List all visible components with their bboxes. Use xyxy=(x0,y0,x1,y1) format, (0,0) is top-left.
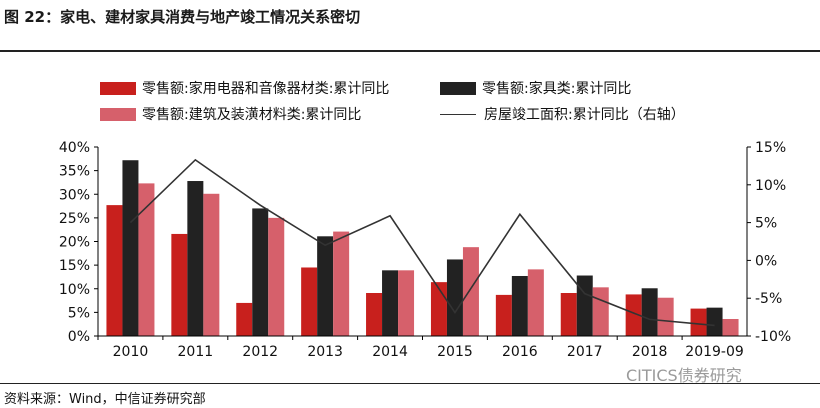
y-left-tick-label: 0% xyxy=(68,329,90,345)
bar-building-2015 xyxy=(462,247,479,336)
y-right-tick-label: 5% xyxy=(755,216,777,232)
bar-appliance-2010 xyxy=(106,205,123,336)
y-left-tick-label: 35% xyxy=(59,164,90,180)
legend-swatch-furniture xyxy=(440,81,476,95)
x-tick-label: 2010 xyxy=(113,344,149,360)
legend-line-completion xyxy=(440,113,476,115)
bar-appliance-2016 xyxy=(495,294,512,336)
legend-label-furniture: 零售额:家具类:累计同比 xyxy=(482,81,632,97)
bar-furniture-2016 xyxy=(511,275,528,336)
y-left-tick-label: 10% xyxy=(59,282,90,298)
legend-item-building: 零售额:建筑及装潢材料类:累计同比 xyxy=(100,104,361,124)
x-tick-label: 2011 xyxy=(178,344,214,360)
bar-building-2012 xyxy=(268,217,285,336)
legend-label-appliance: 零售额:家用电器和音像器材类:累计同比 xyxy=(142,81,390,97)
y-left-tick-label: 5% xyxy=(68,305,90,321)
legend-label-completion: 房屋竣工面积:累计同比（右轴） xyxy=(484,107,685,123)
bar-building-2018 xyxy=(657,297,674,336)
bar-appliance-2017 xyxy=(560,293,577,336)
y-left-tick-label: 25% xyxy=(59,211,90,227)
x-tick-label: 2016 xyxy=(502,344,538,360)
source-note: 资料来源：Wind，中信证券研究部 xyxy=(4,392,206,407)
legend-item-appliance: 零售额:家用电器和音像器材类:累计同比 xyxy=(100,78,389,98)
bar-building-2017 xyxy=(592,287,609,336)
legend-swatch-appliance xyxy=(100,81,136,95)
y-left-tick-label: 20% xyxy=(59,235,90,251)
bar-furniture-2010 xyxy=(122,160,139,336)
bar-appliance-2015 xyxy=(430,282,447,336)
y-right-tick-label: 15% xyxy=(755,140,786,156)
x-tick-label: 2017 xyxy=(567,344,603,360)
x-tick-label: 2018 xyxy=(632,344,668,360)
x-tick-label: 2012 xyxy=(242,344,278,360)
bar-furniture-2019-09 xyxy=(706,307,723,336)
legend-swatch-building xyxy=(100,107,136,121)
bar-building-2019-09 xyxy=(722,318,739,336)
bar-furniture-2011 xyxy=(187,181,204,336)
x-tick-label: 2019-09 xyxy=(685,344,744,360)
bar-furniture-2013 xyxy=(317,236,334,336)
bar-furniture-2018 xyxy=(641,288,658,336)
bar-appliance-2014 xyxy=(366,293,383,336)
y-left-tick-label: 30% xyxy=(59,187,90,203)
watermark: CITICS债券研究 xyxy=(626,366,742,385)
series-line-completion xyxy=(129,158,715,327)
bar-appliance-2019-09 xyxy=(690,308,707,336)
x-tick-label: 2014 xyxy=(372,344,408,360)
figure-title: 图 22：家电、建材家具消费与地产竣工情况关系密切 xyxy=(4,8,361,26)
y-left-tick-label: 15% xyxy=(59,258,90,274)
top-rule xyxy=(0,50,820,52)
y-right-tick-label: -5% xyxy=(755,291,782,307)
x-tick-label: 2013 xyxy=(307,344,343,360)
bar-furniture-2017 xyxy=(576,275,593,336)
bar-building-2010 xyxy=(138,183,155,336)
bar-furniture-2012 xyxy=(252,208,269,336)
bottom-rule xyxy=(0,383,820,384)
legend-item-furniture: 零售额:家具类:累计同比 xyxy=(440,78,631,98)
y-right-tick-label: -10% xyxy=(755,329,791,345)
y-left-tick-label: 40% xyxy=(59,140,90,156)
bar-appliance-2011 xyxy=(171,233,188,336)
bar-building-2011 xyxy=(203,193,220,336)
legend-label-building: 零售额:建筑及装潢材料类:累计同比 xyxy=(142,107,362,123)
bar-furniture-2014 xyxy=(382,270,399,336)
bar-appliance-2012 xyxy=(236,302,253,336)
bar-building-2016 xyxy=(527,269,544,336)
legend-item-completion: 房屋竣工面积:累计同比（右轴） xyxy=(440,104,685,124)
y-right-tick-label: 10% xyxy=(755,178,786,194)
bar-appliance-2018 xyxy=(625,294,642,336)
bar-appliance-2013 xyxy=(301,267,318,336)
bar-furniture-2015 xyxy=(446,259,463,336)
y-right-tick-label: 0% xyxy=(755,253,777,269)
x-tick-label: 2015 xyxy=(437,344,473,360)
bar-building-2013 xyxy=(333,231,350,336)
bar-building-2014 xyxy=(398,270,415,336)
